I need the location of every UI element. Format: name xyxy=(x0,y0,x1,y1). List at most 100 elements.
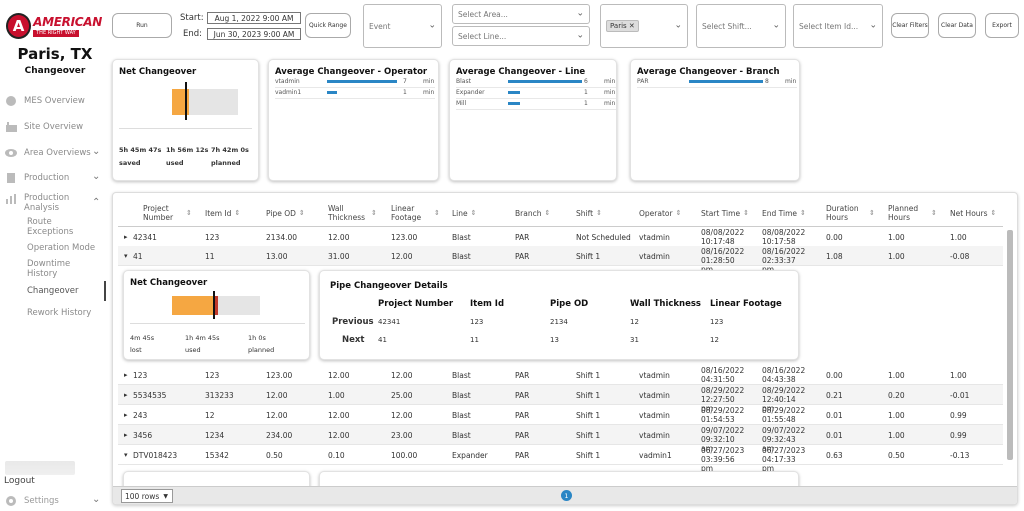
table-row[interactable]: ▾ 41 11 13.00 31.00 12.00 Blast PAR Shift 1 vtadm… xyxy=(118,246,1003,274)
end-date-input[interactable]: Jun 30, 2023 9:00 AM xyxy=(207,28,301,40)
chevron-down-icon[interactable]: ⌄ xyxy=(92,171,101,182)
nav-site-overview[interactable]: Site Overview xyxy=(4,121,83,133)
bar xyxy=(689,80,763,83)
sort-icon[interactable]: ⇕ xyxy=(298,208,305,217)
column-header[interactable]: Item Id ⇕ xyxy=(205,208,241,218)
bar xyxy=(508,91,521,94)
expand-toggle-icon[interactable]: ▾ xyxy=(124,451,128,459)
table-row[interactable]: ▸ 5534535 313233 12.00 1.00 25.00 Blast PAR Shif… xyxy=(118,385,1003,413)
cell-footage: 12.00 xyxy=(391,371,413,380)
column-header[interactable]: Pipe OD ⇕ xyxy=(266,208,305,218)
sort-icon[interactable]: ⇕ xyxy=(544,208,551,217)
start-date-input[interactable]: Aug 1, 2022 9:00 AM xyxy=(207,12,301,24)
nav-production[interactable]: Production xyxy=(4,172,69,184)
sort-icon[interactable]: ⇕ xyxy=(186,208,192,217)
expand-toggle-icon[interactable]: ▸ xyxy=(124,391,128,399)
sort-icon[interactable]: ⇕ xyxy=(470,208,477,217)
chevron-up-icon[interactable]: ⌃ xyxy=(92,197,101,208)
export-button[interactable]: Export xyxy=(985,13,1019,38)
caret-down-icon: ▼ xyxy=(163,492,168,500)
expand-toggle-icon[interactable]: ▸ xyxy=(124,431,128,439)
column-header[interactable]: Linear Footage ⇕ xyxy=(391,204,440,222)
cell-branch: PAR xyxy=(515,411,530,420)
nav-operation-mode[interactable]: Operation Mode xyxy=(27,243,96,253)
cell-wall: 0.10 xyxy=(328,451,345,460)
cell-operator: vtadmin xyxy=(639,233,670,242)
column-header[interactable]: Duration Hours ⇕ xyxy=(826,204,875,222)
sort-icon[interactable]: ⇕ xyxy=(743,208,749,217)
clear-data-button[interactable]: Clear Data xyxy=(938,13,976,38)
line-select[interactable]: Select Line... ⌄ xyxy=(452,26,590,46)
sort-icon[interactable]: ⇕ xyxy=(596,208,602,217)
column-header[interactable]: End Time ⇕ xyxy=(762,208,806,218)
expand-toggle-icon[interactable]: ▸ xyxy=(124,371,128,379)
chevron-down-icon[interactable]: ⌄ xyxy=(92,494,101,505)
nav-mes-overview[interactable]: MES Overview xyxy=(4,95,85,107)
quick-range-button[interactable]: Quick Range xyxy=(305,13,351,38)
sort-icon[interactable]: ⇕ xyxy=(990,208,997,217)
clear-filters-button[interactable]: Clear Filters xyxy=(891,13,929,38)
settings-menu[interactable]: Settings xyxy=(4,495,59,507)
shift-select[interactable]: Select Shift... ⌄ xyxy=(696,4,786,48)
bar-value: 8 xyxy=(765,78,769,85)
column-header[interactable]: Shift ⇕ xyxy=(576,208,602,218)
expand-toggle-icon[interactable]: ▾ xyxy=(124,252,128,260)
cell-branch: PAR xyxy=(515,451,530,460)
cell-shift: Shift 1 xyxy=(576,431,601,440)
nav-rework-history[interactable]: Rework History xyxy=(27,308,92,318)
table-row[interactable]: ▸ 42341 123 2134.00 12.00 123.00 Blast PAR Not S… xyxy=(118,227,1003,255)
event-select[interactable]: Event ⌄ xyxy=(363,4,442,48)
column-header[interactable]: Net Hours ⇕ xyxy=(950,208,997,218)
column-header[interactable]: Branch ⇕ xyxy=(515,208,551,218)
column-header[interactable]: Line ⇕ xyxy=(452,208,477,218)
area-select[interactable]: Select Area... ⌄ xyxy=(452,4,590,24)
item-id-select[interactable]: Select Item Id... ⌄ xyxy=(793,4,883,48)
column-header[interactable]: Operator ⇕ xyxy=(639,208,682,218)
bar-unit: min xyxy=(423,78,435,85)
item-placeholder: Select Item Id... xyxy=(799,21,859,31)
used-label: used xyxy=(185,346,201,354)
cell-od: 2134.00 xyxy=(266,233,298,242)
sort-icon[interactable]: ⇕ xyxy=(371,208,377,217)
close-icon[interactable]: ✕ xyxy=(628,22,635,30)
table-row[interactable]: ▸ 3456 1234 234.00 12.00 23.00 Blast PAR Shift 1… xyxy=(118,425,1003,453)
nav-production-analysis[interactable]: Production Analysis xyxy=(4,193,84,213)
sort-icon[interactable]: ⇕ xyxy=(931,208,937,217)
run-button[interactable]: Run xyxy=(112,13,172,38)
chevron-down-icon[interactable]: ⌄ xyxy=(92,146,101,157)
vertical-scrollbar[interactable] xyxy=(1007,230,1013,460)
sort-icon[interactable]: ⇕ xyxy=(800,208,806,217)
nav-changeover[interactable]: Changeover xyxy=(27,286,79,296)
rows-per-page-select[interactable]: 100 rows ▼ xyxy=(121,489,173,503)
bar xyxy=(327,80,397,83)
column-header[interactable]: Project Number ⇕ xyxy=(143,204,192,222)
logo-mark: A xyxy=(6,13,32,39)
cell-duration: 1.08 xyxy=(826,252,843,261)
cell-line: Blast xyxy=(452,431,471,440)
table-row[interactable]: ▸ 123 123 123.00 12.00 12.00 Blast PAR Shift 1 vt… xyxy=(118,365,1003,393)
nav-area-overviews[interactable]: Area Overviews xyxy=(4,147,91,159)
site-select[interactable]: Paris ✕ ⌄ xyxy=(600,4,688,48)
cell-item: 313233 xyxy=(205,391,234,400)
sort-icon[interactable]: ⇕ xyxy=(434,208,440,217)
expand-toggle-icon[interactable]: ▸ xyxy=(124,233,128,241)
cell-project: DTV018423 xyxy=(133,451,178,460)
cell-planned: 1.00 xyxy=(888,252,905,261)
nav-downtime-history[interactable]: Downtime History xyxy=(27,259,71,279)
table-row[interactable]: ▾ DTV018423 15342 0.50 0.10 100.00 Expander PAR… xyxy=(118,445,1003,473)
column-header[interactable]: Start Time ⇕ xyxy=(701,208,749,218)
pipe-previous-value: 42341 xyxy=(378,318,401,326)
page-button[interactable]: 1 xyxy=(561,490,572,501)
table-row[interactable]: ▸ 243 12 12.00 12.00 12.00 Blast PAR Shift 1 vtad… xyxy=(118,405,1003,433)
column-header[interactable]: Wall Thickness ⇕ xyxy=(328,204,377,222)
expand-toggle-icon[interactable]: ▸ xyxy=(124,411,128,419)
sort-icon[interactable]: ⇕ xyxy=(869,208,875,217)
site-chip[interactable]: Paris ✕ xyxy=(606,20,639,32)
logout-link[interactable]: Logout xyxy=(4,476,35,486)
column-header[interactable]: Planned Hours ⇕ xyxy=(888,204,937,222)
sort-icon[interactable]: ⇕ xyxy=(675,208,682,217)
nav-route-exceptions[interactable]: Route Exceptions xyxy=(27,217,74,237)
sort-icon[interactable]: ⇕ xyxy=(234,208,241,217)
cell-duration: 0.63 xyxy=(826,451,843,460)
changeover-table: Project Number ⇕ Item Id ⇕ Pipe OD ⇕ Wall Thic… xyxy=(112,192,1018,505)
